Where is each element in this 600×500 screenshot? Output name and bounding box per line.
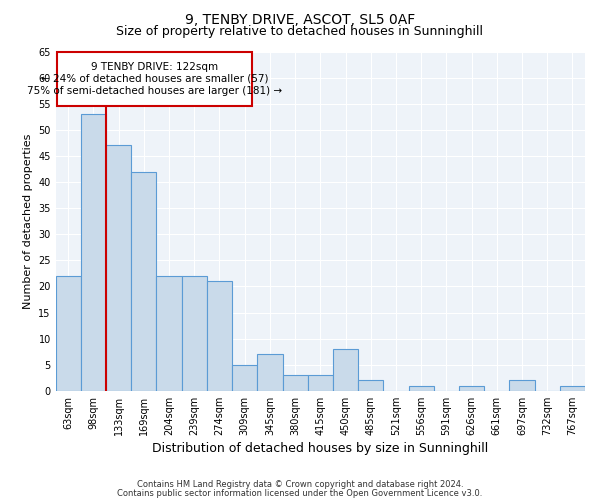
Bar (459, 386, 484, 391)
Bar (283, 375, 308, 391)
Text: Contains HM Land Registry data © Crown copyright and database right 2024.: Contains HM Land Registry data © Crown c… (137, 480, 463, 489)
Text: Contains public sector information licensed under the Open Government Licence v3: Contains public sector information licen… (118, 488, 482, 498)
Text: 9, TENBY DRIVE, ASCOT, SL5 0AF: 9, TENBY DRIVE, ASCOT, SL5 0AF (185, 12, 415, 26)
FancyBboxPatch shape (57, 52, 252, 106)
Bar (56, 276, 81, 391)
Bar (257, 354, 283, 391)
Bar (207, 281, 232, 391)
Bar (106, 146, 131, 391)
Bar (509, 380, 535, 391)
Bar (409, 386, 434, 391)
Bar (333, 349, 358, 391)
Text: 9 TENBY DRIVE: 122sqm
← 24% of detached houses are smaller (57)
75% of semi-deta: 9 TENBY DRIVE: 122sqm ← 24% of detached … (27, 62, 282, 96)
Y-axis label: Number of detached properties: Number of detached properties (23, 134, 33, 309)
Bar (232, 364, 257, 391)
Bar (157, 276, 182, 391)
Bar (182, 276, 207, 391)
Bar (358, 380, 383, 391)
Bar (81, 114, 106, 391)
Bar (131, 172, 157, 391)
X-axis label: Distribution of detached houses by size in Sunninghill: Distribution of detached houses by size … (152, 442, 488, 455)
Text: Size of property relative to detached houses in Sunninghill: Size of property relative to detached ho… (116, 25, 484, 38)
Bar (308, 375, 333, 391)
Bar (560, 386, 585, 391)
